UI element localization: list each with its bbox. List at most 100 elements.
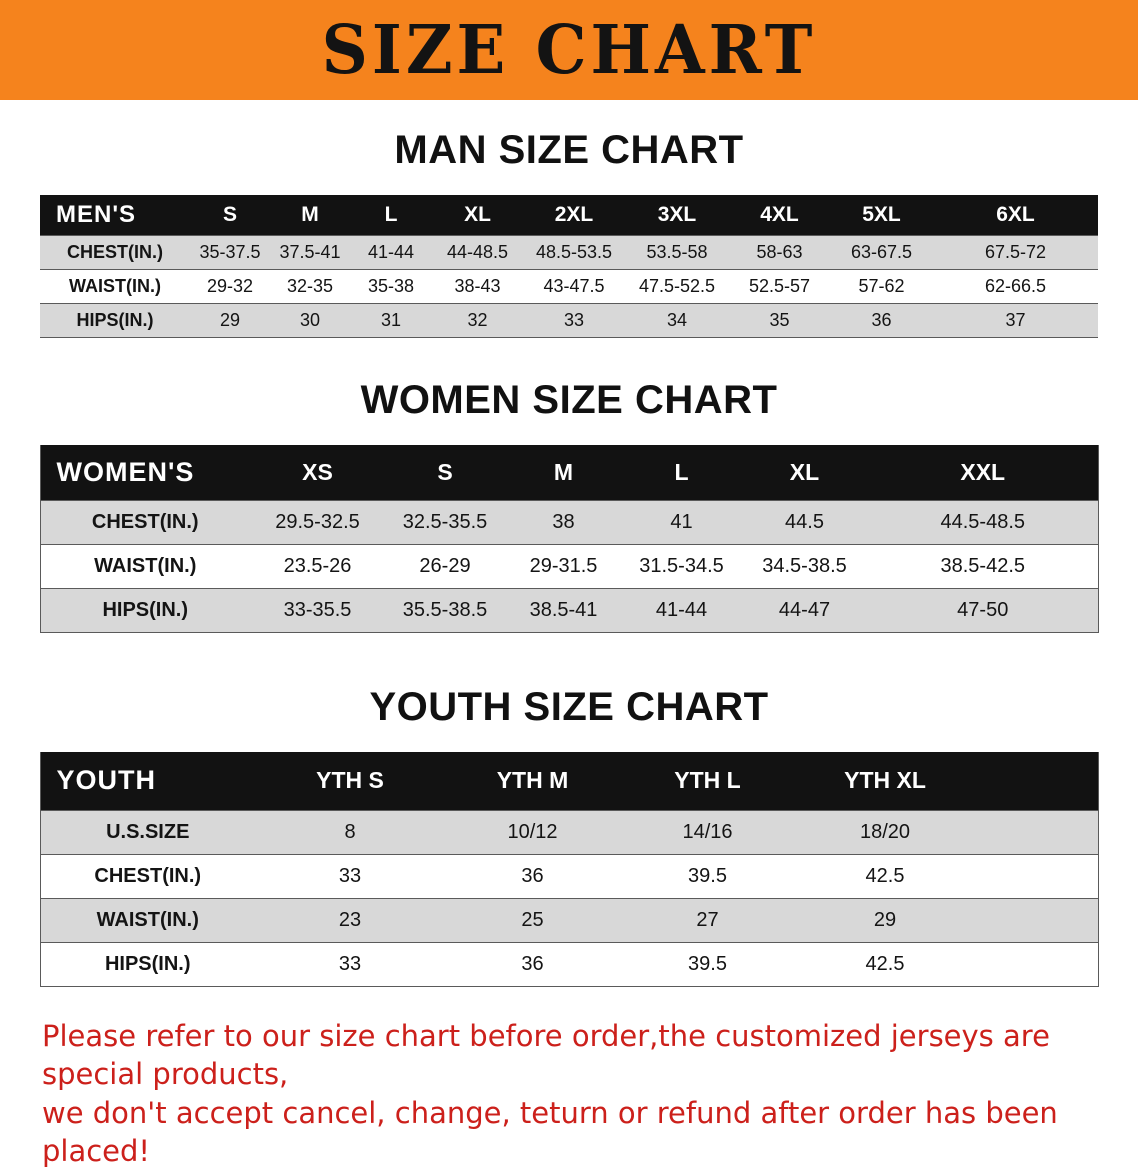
size-value-cell: 42.5 xyxy=(865,864,905,887)
order-note-line1: Please refer to our size chart before or… xyxy=(42,1018,1050,1092)
size-header-cell: YTH M xyxy=(445,752,620,810)
size-value-cell: 23 xyxy=(338,908,362,931)
youth-waist-row: WAIST(IN.) 23 25 27 29 xyxy=(40,898,1098,942)
size-value-cell: 52.5-57 xyxy=(748,275,811,296)
size-value-cell: 43-47.5 xyxy=(543,275,605,296)
size-value-cell: 57-62 xyxy=(858,275,905,296)
size-value-cell: 29 xyxy=(219,309,241,330)
size-value-cell: 33 xyxy=(338,864,362,887)
size-value-cell: 63-67.5 xyxy=(850,241,913,262)
size-value-cell: 23.5-26 xyxy=(283,555,352,577)
youth-chest-row: CHEST(IN.) 33 36 39.5 42.5 xyxy=(40,854,1098,898)
size-header-cell: S xyxy=(385,444,505,501)
size-value-cell: 18/20 xyxy=(859,820,911,843)
size-value-cell: 37 xyxy=(1005,309,1026,330)
size-value-cell: 47-50 xyxy=(957,599,1009,621)
size-value-cell: 42.5 xyxy=(865,952,905,975)
size-value-cell: 44.5-48.5 xyxy=(940,511,1025,533)
size-value-cell: 29-32 xyxy=(206,275,254,296)
size-value-cell: 37.5-41 xyxy=(279,241,341,262)
size-header-cell: 6XL xyxy=(933,195,1098,235)
women-waist-row: WAIST(IN.) 23.5-26 26-29 29-31.5 31.5-34… xyxy=(40,544,1098,589)
size-value-cell: 38.5-42.5 xyxy=(940,555,1025,577)
order-note: Please refer to our size chart before or… xyxy=(42,1017,1138,1171)
size-header-cell: XS xyxy=(250,444,385,501)
size-value-cell: 35.5-38.5 xyxy=(402,599,488,621)
size-header-cell: 2XL xyxy=(523,195,625,235)
women-hips-row: HIPS(IN.) 33-35.5 35.5-38.5 38.5-41 41-4… xyxy=(40,588,1098,633)
row-label: HIPS(IN.) xyxy=(76,309,154,330)
size-value-cell: 10/12 xyxy=(507,820,558,843)
size-value-cell: 47.5-52.5 xyxy=(638,275,716,296)
spacer-cell xyxy=(975,752,1098,810)
size-header-cell: XL xyxy=(432,195,523,235)
size-value-cell: 32 xyxy=(467,309,488,330)
size-value-cell: 29 xyxy=(873,908,897,931)
order-note-line2: we don't accept cancel, change, teturn o… xyxy=(42,1095,1058,1169)
size-value-cell: 33 xyxy=(563,309,585,330)
size-value-cell: 35-38 xyxy=(367,275,415,296)
size-value-cell: 35 xyxy=(769,309,790,330)
size-value-cell: 33-35.5 xyxy=(283,599,352,621)
size-value-cell: 41-44 xyxy=(655,599,708,621)
size-value-cell: 44-48.5 xyxy=(446,241,509,262)
size-value-cell: 62-66.5 xyxy=(984,275,1047,296)
men-chest-row: CHEST(IN.) 35-37.5 37.5-41 41-44 44-48.5… xyxy=(40,235,1098,269)
size-value-cell: 39.5 xyxy=(688,864,727,887)
size-value-cell: 44.5 xyxy=(785,511,824,533)
size-value-cell: 27 xyxy=(696,908,719,931)
size-value-cell: 41 xyxy=(670,511,693,533)
size-value-cell: 34.5-38.5 xyxy=(762,555,847,577)
size-header-cell: YTH XL xyxy=(795,752,975,810)
size-value-cell: 44-47 xyxy=(778,599,831,621)
size-header-cell: M xyxy=(505,444,622,501)
size-header-cell: L xyxy=(350,195,432,235)
row-label: WAIST(IN.) xyxy=(69,275,161,296)
spacer-cell xyxy=(975,810,1098,854)
size-value-cell: 38-43 xyxy=(454,275,501,296)
size-header-cell: YTH L xyxy=(620,752,795,810)
men-header-row: MEN'S S M L XL 2XL 3XL 4XL 5XL 6XL xyxy=(40,195,1098,235)
size-header-cell: 5XL xyxy=(830,195,933,235)
women-size-table: WOMEN'S XS S M L XL XXL CHEST(IN.) 29.5-… xyxy=(39,444,1099,633)
size-value-cell: 30 xyxy=(299,309,321,330)
size-value-cell: 29-31.5 xyxy=(529,555,598,577)
size-value-cell: 58-63 xyxy=(756,241,803,262)
youth-size-section: YOUTH SIZE CHART YOUTH YTH S YTH M YTH L… xyxy=(0,685,1138,987)
man-size-section: MAN SIZE CHART MEN'S S M L XL 2XL 3XL 4X… xyxy=(0,128,1138,338)
row-label: HIPS(IN.) xyxy=(104,952,191,975)
size-value-cell: 8 xyxy=(344,820,356,843)
youth-header-row: YOUTH YTH S YTH M YTH L YTH XL xyxy=(40,752,1098,810)
women-section-title: WOMEN SIZE CHART xyxy=(360,377,778,422)
size-header-cell: YTH S xyxy=(255,752,445,810)
size-value-cell: 38.5-41 xyxy=(529,599,598,621)
spacer-cell xyxy=(975,942,1098,986)
size-header-cell: XXL xyxy=(868,444,1098,501)
size-value-cell: 14/16 xyxy=(682,820,733,843)
size-value-cell: 36 xyxy=(521,952,544,975)
youth-section-title: YOUTH SIZE CHART xyxy=(369,685,769,729)
row-label: WAIST(IN.) xyxy=(96,908,199,931)
men-waist-row: WAIST(IN.) 29-32 32-35 35-38 38-43 43-47… xyxy=(40,269,1098,303)
size-header-cell: 4XL xyxy=(729,195,830,235)
page-title: SIZE CHART xyxy=(321,10,817,90)
size-value-cell: 39.5 xyxy=(688,952,727,975)
women-size-section: WOMEN SIZE CHART WOMEN'S XS S M L XL XXL xyxy=(0,377,1138,633)
row-label: CHEST(IN.) xyxy=(67,241,163,262)
size-value-cell: 35-37.5 xyxy=(199,241,261,262)
size-value-cell: 41-44 xyxy=(367,241,415,262)
youth-table-title: YOUTH xyxy=(40,752,255,810)
size-header-cell: XL xyxy=(741,444,868,501)
row-label: CHEST(IN.) xyxy=(91,511,199,533)
size-value-cell: 38 xyxy=(552,511,575,533)
row-label: HIPS(IN.) xyxy=(102,599,189,621)
youth-hips-row: HIPS(IN.) 33 36 39.5 42.5 xyxy=(40,942,1098,986)
row-label: CHEST(IN.) xyxy=(94,864,202,887)
size-value-cell: 29.5-32.5 xyxy=(275,511,360,533)
size-value-cell: 31 xyxy=(380,309,402,330)
man-section-title: MAN SIZE CHART xyxy=(394,128,744,172)
men-table-title: MEN'S xyxy=(40,195,190,235)
size-value-cell: 25 xyxy=(521,908,544,931)
row-label: U.S.SIZE xyxy=(106,820,190,843)
